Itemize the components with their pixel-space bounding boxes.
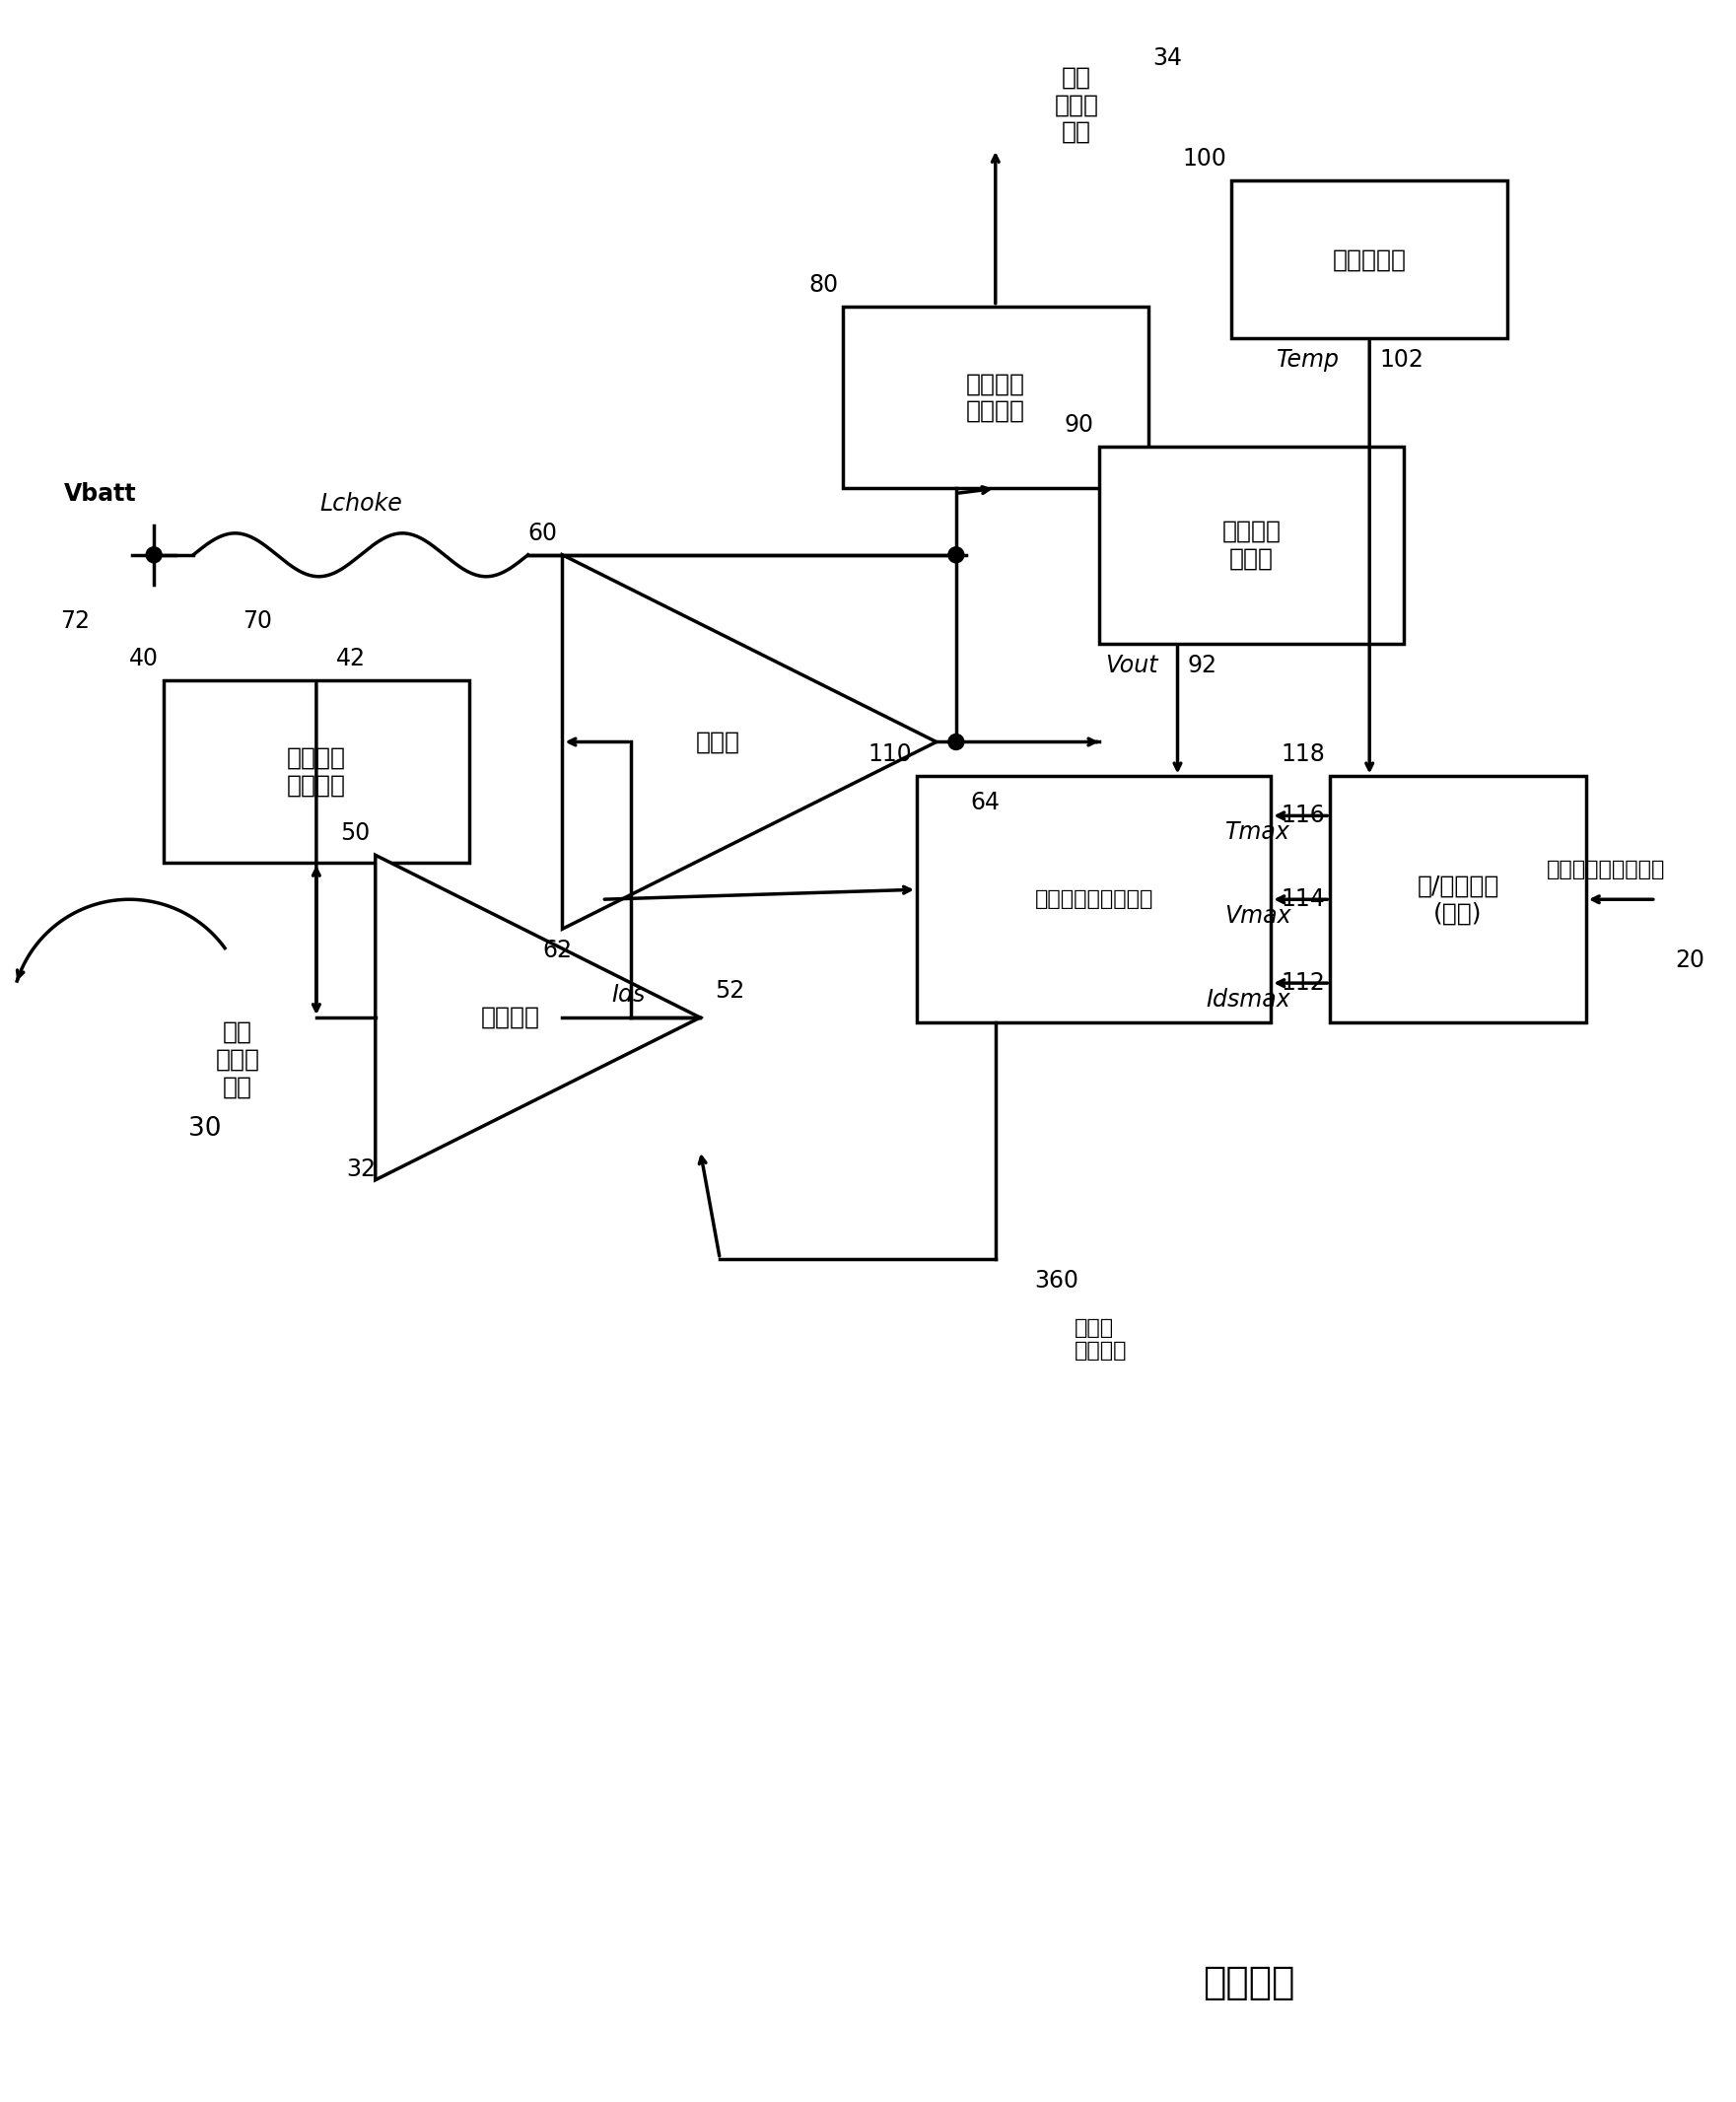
Text: 116: 116 <box>1281 803 1325 828</box>
Text: 112: 112 <box>1281 971 1325 994</box>
Text: 30: 30 <box>189 1116 222 1141</box>
Text: 70: 70 <box>243 610 273 633</box>
Text: 42: 42 <box>337 647 366 671</box>
Text: Vmax: Vmax <box>1224 904 1292 927</box>
Circle shape <box>948 547 963 563</box>
Text: Idsmax: Idsmax <box>1207 988 1292 1011</box>
Text: 62: 62 <box>543 940 573 963</box>
Text: 功率放大器保护电路: 功率放大器保护电路 <box>1035 889 1153 910</box>
Text: 90: 90 <box>1064 414 1094 437</box>
Text: 114: 114 <box>1281 887 1325 912</box>
Bar <box>1330 776 1587 1022</box>
Text: 72: 72 <box>61 610 90 633</box>
Circle shape <box>948 734 963 750</box>
Text: 40: 40 <box>128 647 160 671</box>
Text: 驱动器
增益控制: 驱动器 增益控制 <box>1075 1318 1127 1360</box>
Text: 射频功率
检测器: 射频功率 检测器 <box>1222 519 1281 570</box>
Bar <box>917 776 1271 1022</box>
Text: 92: 92 <box>1187 654 1217 677</box>
Text: 20: 20 <box>1675 948 1705 973</box>
Text: 功率
放大器
输入: 功率 放大器 输入 <box>215 1019 260 1099</box>
Text: 温度传感器: 温度传感器 <box>1333 248 1406 271</box>
Text: 360: 360 <box>1035 1268 1080 1293</box>
Text: 功率级: 功率级 <box>696 729 741 755</box>
Circle shape <box>146 547 161 563</box>
Text: 64: 64 <box>970 790 1000 816</box>
Bar <box>844 307 1147 488</box>
Text: 102: 102 <box>1380 349 1424 372</box>
Text: Temp: Temp <box>1278 349 1340 372</box>
Text: 100: 100 <box>1182 147 1227 170</box>
Bar <box>1099 446 1404 643</box>
Polygon shape <box>562 555 936 929</box>
Text: 现有技术: 现有技术 <box>1203 1963 1295 2001</box>
Text: 射频输出
匹配网络: 射频输出 匹配网络 <box>965 372 1024 423</box>
Text: Vout: Vout <box>1106 654 1158 677</box>
Text: 118: 118 <box>1281 742 1325 767</box>
Bar <box>163 681 469 862</box>
Text: Ids: Ids <box>611 984 646 1007</box>
Text: 50: 50 <box>340 822 370 845</box>
Text: 80: 80 <box>809 273 838 296</box>
Polygon shape <box>375 856 700 1179</box>
Text: Vbatt: Vbatt <box>64 481 135 507</box>
Text: 射频输入
匹配网络: 射频输入 匹配网络 <box>286 746 345 797</box>
Text: 110: 110 <box>868 742 911 767</box>
Text: 60: 60 <box>528 521 557 544</box>
Text: Tmax: Tmax <box>1226 820 1292 845</box>
Text: 数/模转换器
(任选): 数/模转换器 (任选) <box>1417 874 1500 925</box>
Text: 驱动器级: 驱动器级 <box>481 1005 540 1030</box>
Text: 32: 32 <box>345 1158 375 1181</box>
Text: 52: 52 <box>715 980 745 1003</box>
Text: 射频功率放大器控制: 射频功率放大器控制 <box>1547 860 1667 881</box>
Text: 34: 34 <box>1153 46 1182 69</box>
Bar <box>1231 181 1507 338</box>
Text: Lchoke: Lchoke <box>319 492 403 515</box>
Text: 功率
放大器
输出: 功率 放大器 输出 <box>1054 65 1099 143</box>
